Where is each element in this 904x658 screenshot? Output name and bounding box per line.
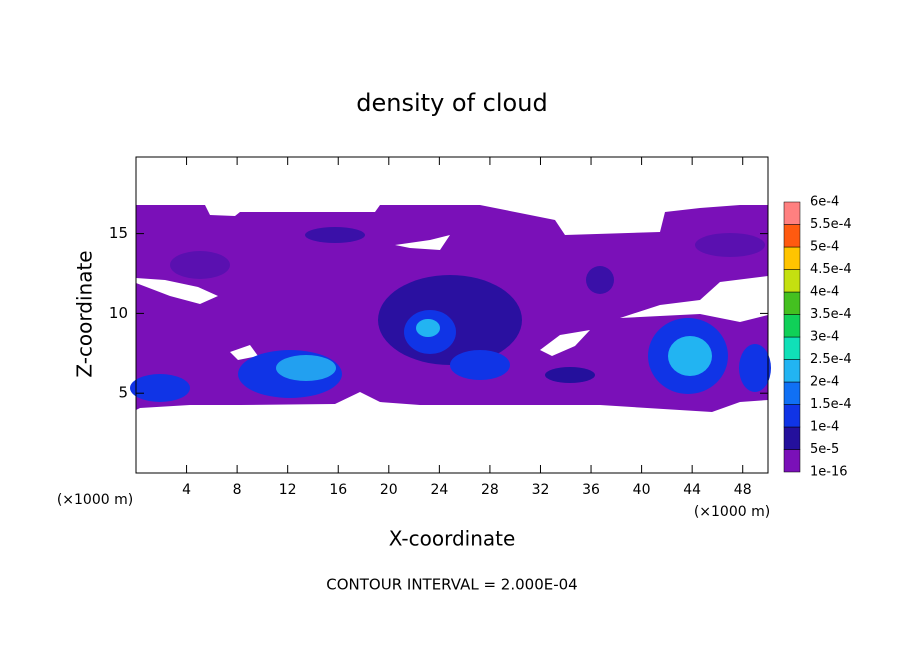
colorbar-swatch [783, 426, 801, 450]
colorbar-swatch [783, 449, 801, 473]
colorbar-label: 3.5e-4 [810, 307, 852, 322]
colorbar-label: 4.5e-4 [810, 262, 852, 277]
colorbar-label: 5e-4 [810, 240, 839, 255]
colorbar-label: 3e-4 [810, 330, 839, 345]
x-tick-label: 36 [582, 482, 600, 498]
colorbar-swatch [783, 404, 801, 428]
y-tick-label: 10 [109, 304, 128, 322]
colorbar-swatch [783, 246, 801, 270]
colorbar-swatch [783, 314, 801, 338]
contour-field [130, 205, 771, 412]
colorbar-swatch [783, 359, 801, 383]
x-tick-label: 24 [430, 482, 448, 498]
x-axis-label: X-coordinate [389, 527, 516, 551]
y-tick-label: 15 [109, 224, 128, 242]
y-tick-label: 5 [118, 384, 128, 402]
x-tick-label: 28 [481, 482, 499, 498]
x-tick-label: 4 [182, 482, 191, 498]
plot-frame [135, 156, 769, 474]
x-tick-label: 12 [279, 482, 297, 498]
colorbar-label: 5.5e-4 [810, 217, 852, 232]
x-unit: (×1000 m) [694, 504, 770, 520]
colorbar-swatch [783, 269, 801, 293]
colorbar-label: 1.5e-4 [810, 397, 852, 412]
colorbar-swatch [783, 336, 801, 360]
x-tick-label: 16 [329, 482, 347, 498]
colorbar-label: 2e-4 [810, 375, 839, 390]
x-tick-label: 44 [683, 482, 701, 498]
colorbar-swatch [783, 224, 801, 248]
colorbar-label: 6e-4 [810, 195, 839, 210]
colorbar-label: 1e-4 [810, 420, 839, 435]
colorbar-label: 1e-16 [810, 465, 848, 480]
colorbar-swatch [783, 201, 801, 225]
x-tick-label: 20 [380, 482, 398, 498]
colorbar-label: 5e-5 [810, 442, 839, 457]
x-tick-label: 32 [532, 482, 550, 498]
colorbar-swatch [783, 381, 801, 405]
x-tick-label: 8 [233, 482, 242, 498]
y-unit: (×1000 m) [57, 492, 133, 508]
colorbar-label: 4e-4 [810, 285, 839, 300]
x-tick-label: 48 [734, 482, 752, 498]
footer-note: CONTOUR INTERVAL = 2.000E-04 [326, 576, 577, 594]
chart-title: density of cloud [356, 89, 547, 117]
colorbar-label: 2.5e-4 [810, 352, 852, 367]
x-tick-label: 40 [633, 482, 651, 498]
colorbar-swatch [783, 291, 801, 315]
y-axis-label: Z-coordinate [73, 250, 97, 377]
